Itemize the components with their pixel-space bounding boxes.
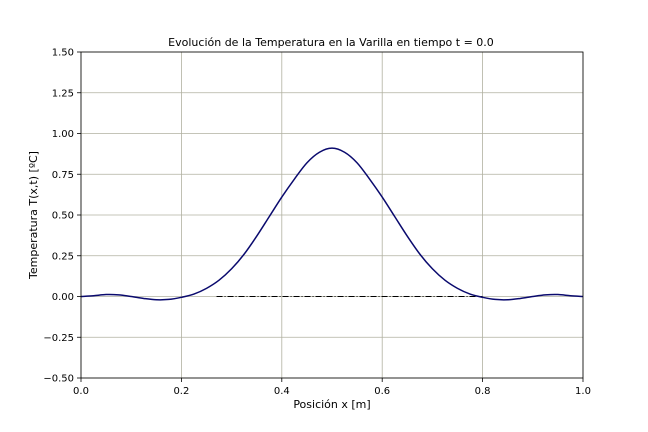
y-tick-label: 1.25 bbox=[52, 88, 74, 99]
y-axis-ticks: −0.50 −0.25 0.00 0.25 0.50 0.75 1.00 1.25 1.50 bbox=[43, 48, 81, 385]
x-tick-label: 0.2 bbox=[173, 386, 189, 397]
y-axis-label: Temperatura T(x,t) [ºC] bbox=[27, 151, 40, 280]
y-tick-label: −0.25 bbox=[43, 333, 74, 344]
y-tick-label: 0.25 bbox=[52, 251, 74, 262]
x-tick-label: 0.6 bbox=[374, 386, 390, 397]
y-tick-label: 0.75 bbox=[52, 170, 74, 181]
y-tick-label: 0.50 bbox=[52, 211, 74, 222]
y-tick-label: 1.50 bbox=[52, 48, 74, 59]
x-axis-label: Posición x [m] bbox=[293, 398, 370, 411]
y-tick-label: 0.00 bbox=[52, 292, 74, 303]
x-axis-ticks: 0.0 0.2 0.4 0.6 0.8 1.0 bbox=[73, 378, 591, 397]
x-tick-label: 0.0 bbox=[73, 386, 89, 397]
x-tick-label: 0.4 bbox=[274, 386, 290, 397]
x-tick-label: 0.8 bbox=[475, 386, 491, 397]
series-line bbox=[80, 147, 584, 301]
y-tick-label: 1.00 bbox=[52, 129, 74, 140]
y-tick-label: −0.50 bbox=[43, 374, 74, 385]
x-tick-label: 1.0 bbox=[575, 386, 591, 397]
chart-title: Evolución de la Temperatura en la Varill… bbox=[168, 36, 494, 49]
series-layer bbox=[80, 147, 584, 301]
